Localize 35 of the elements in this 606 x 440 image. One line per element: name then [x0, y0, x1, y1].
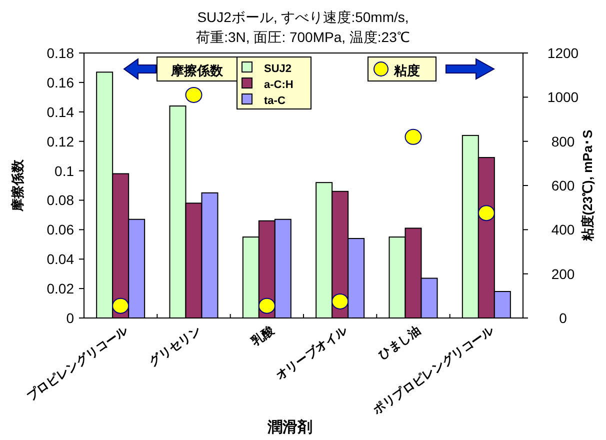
y2-tick-label: 200: [551, 266, 575, 282]
y-tick-label: 0.18: [46, 45, 74, 61]
point: [112, 298, 130, 314]
x-tick-label: ひまし油: [376, 322, 423, 362]
y-tick-label: 0.08: [46, 192, 74, 208]
y2-tick-label: 800: [551, 133, 575, 150]
point: [332, 293, 349, 310]
x-axis-title: 潤滑剤: [266, 418, 312, 436]
legend-title: 摩擦係数: [170, 63, 224, 78]
point: [404, 128, 422, 145]
y-tick-label: 0.12: [46, 133, 74, 150]
y-axis-title: 摩擦係数: [10, 158, 25, 212]
y2-tick-label: 1200: [547, 45, 579, 61]
legend-label: SUJ2: [264, 63, 292, 75]
y2-tick-label: 600: [551, 178, 575, 194]
x-tick-label: グリセリン: [146, 322, 204, 369]
y-tick-label: 0.1: [54, 162, 74, 179]
legend-label: a-C:H: [264, 79, 294, 91]
point: [478, 205, 495, 222]
y2-tick-label: 1000: [547, 89, 579, 106]
y2-tick-label: 400: [551, 222, 575, 238]
y-tick-label: 0.02: [46, 280, 74, 297]
y-tick-label: 0.16: [46, 74, 74, 90]
y2-tick-label: 0: [559, 310, 568, 326]
y-tick-label: 0.06: [46, 222, 74, 238]
legend-label: ta-C: [264, 95, 286, 107]
y2-axis-title: 粘度(23℃), mPa･S: [580, 129, 595, 242]
point: [185, 86, 202, 103]
y-tick-label: 0.14: [46, 104, 74, 120]
point: [258, 298, 276, 314]
y-tick-label: 0.04: [46, 251, 74, 268]
legend-label: 粘度: [393, 63, 420, 78]
chart-subtitle: 荷重:3N, 面圧: 700MPa, 温度:23℃: [196, 29, 410, 45]
chart-title: SUJ2ボール, すべり速度:50mm/s,: [197, 9, 409, 25]
x-tick-label: 乳酸: [248, 322, 278, 349]
